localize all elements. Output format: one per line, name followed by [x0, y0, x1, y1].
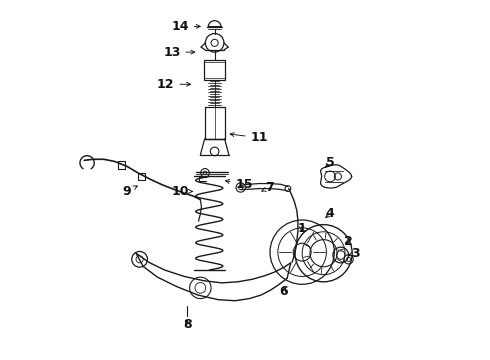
- Bar: [205, 107, 224, 139]
- Text: 13: 13: [163, 46, 195, 59]
- Text: 11: 11: [230, 131, 268, 144]
- Text: 3: 3: [348, 247, 359, 260]
- Text: 12: 12: [157, 78, 191, 91]
- Text: 14: 14: [171, 20, 200, 33]
- Polygon shape: [208, 21, 221, 27]
- Text: 10: 10: [171, 185, 192, 198]
- Bar: [204, 60, 225, 80]
- Text: 6: 6: [279, 285, 288, 298]
- Text: 2: 2: [344, 235, 353, 248]
- Text: 5: 5: [325, 156, 334, 169]
- Text: 7: 7: [262, 181, 274, 194]
- Text: 15: 15: [225, 178, 253, 191]
- Text: 1: 1: [297, 222, 306, 235]
- Text: 4: 4: [326, 207, 334, 220]
- Text: 9: 9: [122, 185, 137, 198]
- Text: 8: 8: [183, 318, 192, 331]
